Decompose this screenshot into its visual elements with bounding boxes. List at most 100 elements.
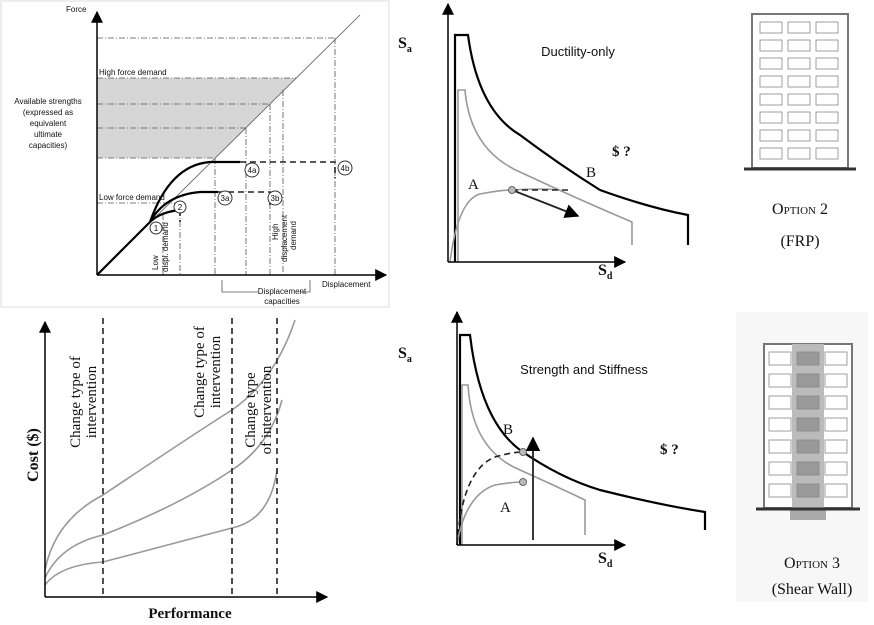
annotation: High force demand <box>99 68 167 77</box>
shape-circle <box>519 478 527 486</box>
window <box>787 57 811 70</box>
window <box>824 483 848 498</box>
shape-path <box>453 33 690 262</box>
window <box>824 461 848 476</box>
shape-path <box>457 89 633 262</box>
annotation: Displacement capacities <box>258 287 307 306</box>
window <box>768 461 792 476</box>
option-detail: (FRP) <box>780 233 819 250</box>
shape-path <box>44 319 296 571</box>
window <box>796 483 820 498</box>
annotation-line: ultimate <box>34 130 63 139</box>
window <box>796 439 820 454</box>
strength-panel: Sa Sd Strength and Stiffness $ ? B A <box>398 310 707 570</box>
x-axis-label: Sd <box>598 262 613 282</box>
point-label: B <box>503 422 513 438</box>
window <box>815 93 839 106</box>
symbol: S <box>598 550 607 567</box>
intervention-labels: Change type of intervention Change type … <box>68 326 275 454</box>
shape-circle <box>267 190 283 206</box>
window <box>796 395 820 410</box>
shape-path <box>456 451 524 546</box>
window <box>759 147 783 160</box>
panel-title: Ductility-only <box>541 44 615 59</box>
subscript: d <box>607 271 613 282</box>
window <box>815 111 839 124</box>
y-axis-label: Force <box>66 5 87 14</box>
option-label: Option 2 <box>772 201 828 218</box>
window <box>768 395 792 410</box>
point-label: 2 <box>178 203 183 212</box>
option-2-panel: Option 2 (FRP) <box>744 13 856 250</box>
window <box>768 373 792 388</box>
annotation-line: equivalent <box>30 119 67 128</box>
option-label: Option 3 <box>784 555 840 572</box>
x-axis-label: Displacement <box>322 280 371 289</box>
window <box>787 75 811 88</box>
annotation: Low force demand <box>99 193 165 202</box>
window <box>759 21 783 34</box>
window <box>824 395 848 410</box>
window <box>759 111 783 124</box>
panel-title: Strength and Stiffness <box>520 362 648 377</box>
window <box>824 373 848 388</box>
window <box>759 57 783 70</box>
annotation-line: capacities <box>264 297 300 306</box>
shape-circle <box>337 160 353 176</box>
symbol: S <box>398 35 407 52</box>
symbol: S <box>398 345 407 362</box>
building <box>756 343 860 520</box>
window <box>815 75 839 88</box>
y-axis-label: Cost ($) <box>25 428 42 482</box>
shape-circle <box>508 186 516 194</box>
window <box>787 39 811 52</box>
force-displacement-panel: 1 2 3a 3b 4a 4b Force Displacement High … <box>0 0 390 308</box>
subscript: a <box>407 354 412 365</box>
shape-path <box>44 469 278 586</box>
window <box>787 129 811 142</box>
shape-path <box>44 399 283 579</box>
shape-line <box>511 189 580 218</box>
window <box>815 39 839 52</box>
window <box>759 93 783 106</box>
shape-circle <box>244 162 260 178</box>
subscript: d <box>607 559 613 570</box>
annotation-line: displacement <box>280 214 289 262</box>
point-label: A <box>468 177 479 193</box>
shape-polygon <box>97 78 296 158</box>
window <box>768 417 792 432</box>
shape-path <box>221 280 311 293</box>
shape-circle <box>519 448 527 456</box>
cost-label: $ ? <box>612 144 631 160</box>
shape-rect <box>790 510 826 520</box>
building <box>744 13 856 171</box>
point-label: 4b <box>341 164 350 173</box>
shape-rect <box>751 13 849 169</box>
annotation-line: Available strengths <box>14 97 81 106</box>
annotation-line: Low <box>151 255 160 270</box>
annotation-line: capacities) <box>29 141 68 150</box>
window <box>759 39 783 52</box>
annotation: Available strengths (expressed as equiva… <box>14 97 81 150</box>
point-label: 3a <box>221 194 230 203</box>
window <box>768 483 792 498</box>
point-label: B <box>586 165 596 181</box>
shape-path <box>449 188 561 263</box>
window <box>824 351 848 366</box>
window <box>768 351 792 366</box>
cost-label: $ ? <box>660 442 679 458</box>
window <box>787 93 811 106</box>
window <box>796 373 820 388</box>
window <box>824 417 848 432</box>
annotation-line: Displacement <box>258 287 307 296</box>
y-axis-label: Sa <box>398 35 412 55</box>
x-axis-label: Performance <box>148 606 232 622</box>
window <box>759 129 783 142</box>
annotation-line: High <box>271 224 280 240</box>
subscript: a <box>407 44 412 55</box>
point-markers: 1 2 3a 3b 4a 4b <box>149 160 353 235</box>
window <box>787 147 811 160</box>
window <box>815 147 839 160</box>
window <box>759 75 783 88</box>
